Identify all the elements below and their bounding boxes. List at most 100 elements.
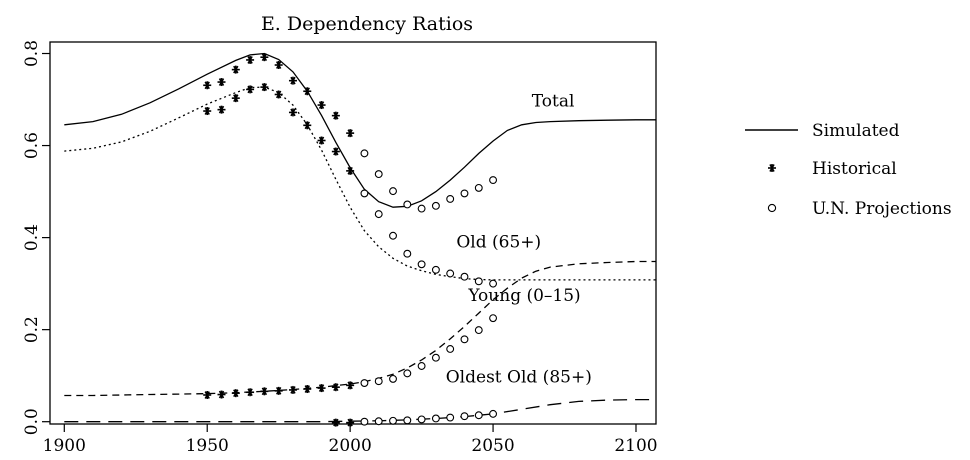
un-projection-point xyxy=(474,183,483,192)
series-line xyxy=(64,260,656,397)
historical-point xyxy=(317,136,326,145)
un-projection-point xyxy=(460,335,469,344)
un-projection-point xyxy=(374,417,383,426)
y-tick-label: 0.4 xyxy=(22,224,42,251)
un-projection-point xyxy=(403,200,412,209)
un-projection-point xyxy=(360,149,369,158)
un-projection-point xyxy=(417,415,426,424)
series-line xyxy=(64,398,656,423)
historical-point xyxy=(346,418,355,427)
historical-point xyxy=(303,87,312,96)
x-tick-label: 1950 xyxy=(186,436,229,456)
x-tick-label: 2050 xyxy=(471,436,514,456)
series-line xyxy=(64,86,656,281)
historical-point xyxy=(274,90,283,99)
un-projection-point xyxy=(360,379,369,387)
series-annotation: Young (0–15) xyxy=(467,286,580,306)
un-projection-point xyxy=(489,279,498,288)
historical-point xyxy=(274,386,283,395)
un-projection-point xyxy=(417,362,426,370)
legend-circle-symbol xyxy=(767,203,777,213)
historical-point xyxy=(260,83,269,92)
plot-frame xyxy=(49,41,657,425)
un-projection-point xyxy=(446,345,455,353)
un-projection-point xyxy=(489,314,498,323)
historical-point xyxy=(346,166,355,175)
un-projection-point xyxy=(489,409,498,418)
un-projection-point xyxy=(431,414,440,423)
un-projection-point xyxy=(460,412,469,421)
historical-point xyxy=(231,389,240,398)
un-projection-point xyxy=(417,260,426,269)
historical-point xyxy=(288,108,297,117)
historical-point xyxy=(203,107,212,116)
historical-point xyxy=(231,94,240,103)
x-tick-label: 1900 xyxy=(43,436,86,456)
historical-point xyxy=(231,65,240,74)
un-projection-point xyxy=(474,277,483,286)
historical-point xyxy=(260,387,269,396)
historical-point xyxy=(217,105,226,114)
historical-point xyxy=(303,385,312,394)
data-markers xyxy=(203,53,498,427)
legend-label: Simulated xyxy=(812,121,900,141)
y-tick-label: 0.6 xyxy=(22,132,42,159)
legend: Simulated Historical U.N. Projections xyxy=(745,121,952,219)
un-projection-point xyxy=(431,201,440,210)
un-projection-point xyxy=(460,189,469,198)
historical-point xyxy=(274,61,283,70)
historical-point xyxy=(331,383,340,392)
un-projection-point xyxy=(360,189,369,198)
y-tick-label: 0.2 xyxy=(22,316,42,343)
historical-point xyxy=(246,388,255,397)
legend-label: Historical xyxy=(812,159,897,179)
un-projection-point xyxy=(403,249,412,258)
un-projection-point xyxy=(374,210,383,219)
series-annotation: Oldest Old (85+) xyxy=(446,368,592,388)
y-tick-label: 0.8 xyxy=(22,40,42,67)
un-projection-point xyxy=(446,269,455,278)
y-axis: 0.0 0.2 0.4 0.6 0.8 xyxy=(22,40,50,435)
historical-point xyxy=(217,78,226,87)
series-annotations: Total Old (65+) Young (0–15) Oldest Old (85… xyxy=(446,91,592,387)
historical-point xyxy=(317,101,326,110)
un-projection-point xyxy=(360,417,369,426)
historical-point xyxy=(246,55,255,64)
un-projection-point xyxy=(374,377,383,386)
historical-point xyxy=(303,121,312,130)
x-tick-label: 2000 xyxy=(329,436,372,456)
un-projection-point xyxy=(431,265,440,274)
x-axis: 1900 1950 2000 2050 2100 xyxy=(43,424,658,456)
un-projection-point xyxy=(389,374,397,383)
chart-title: E. Dependency Ratios xyxy=(261,13,473,35)
un-projection-point xyxy=(403,416,412,425)
un-projection-point xyxy=(474,411,483,420)
un-projection-point xyxy=(431,353,440,362)
historical-point xyxy=(331,147,340,156)
un-projection-point xyxy=(460,272,469,281)
historical-point xyxy=(346,381,355,390)
series-annotation: Total xyxy=(532,91,575,111)
un-projection-point xyxy=(446,413,455,422)
un-projection-point xyxy=(374,170,383,179)
historical-point xyxy=(203,391,212,400)
un-projection-point xyxy=(389,231,397,240)
x-tick-label: 2100 xyxy=(614,436,657,456)
historical-point xyxy=(288,385,297,394)
un-projection-point xyxy=(389,416,397,425)
historical-point xyxy=(217,390,226,399)
series-annotation: Old (65+) xyxy=(456,233,541,253)
historical-point xyxy=(317,384,326,393)
historical-point xyxy=(331,418,340,427)
historical-point xyxy=(246,85,255,94)
un-projection-point xyxy=(403,369,412,378)
historical-point xyxy=(260,53,269,62)
historical-point xyxy=(288,76,297,85)
y-tick-label: 0.0 xyxy=(22,408,42,435)
historical-point xyxy=(331,111,340,120)
un-projection-point xyxy=(474,326,483,335)
series-line xyxy=(64,52,656,208)
historical-point xyxy=(203,81,212,90)
un-projection-point xyxy=(446,194,455,203)
